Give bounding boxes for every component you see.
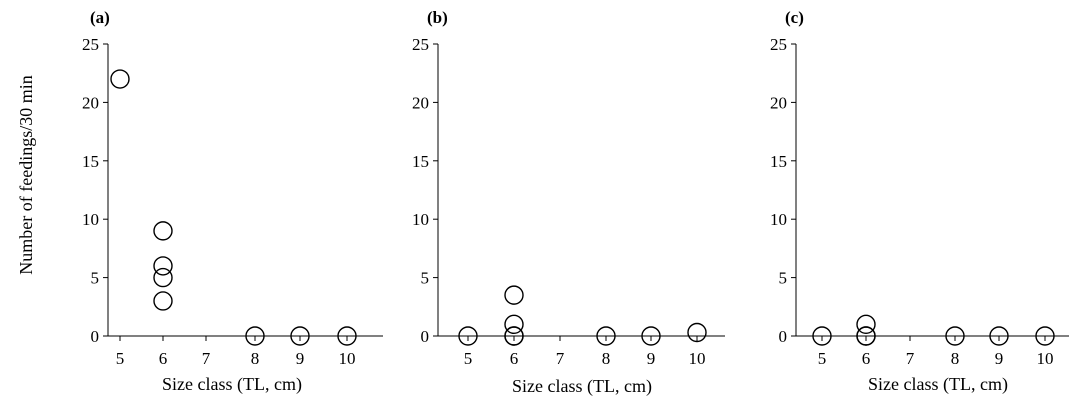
panel-a: (a) Number of feedings/30 min Size class… (16, 8, 383, 395)
panel-b-x-tick-label: 8 (602, 349, 611, 368)
panel-c-x-tick-label: 9 (995, 349, 1004, 368)
panel-b-plot: 0 5 10 15 20 25 5 6 7 8 9 10 (412, 35, 725, 368)
panel-b-data-point (504, 314, 524, 335)
panel-a-x-tick-label: 5 (116, 349, 125, 368)
panel-a-y-tick-label: 20 (82, 93, 99, 112)
panel-a-data-point (153, 221, 173, 241)
panel-c-data-point (856, 326, 876, 346)
panel-b-data-point (504, 326, 524, 346)
panel-c-x-tick-label: 7 (906, 349, 915, 368)
panel-c-y-tick-label: 0 (779, 327, 788, 346)
panel-c-x-tick-label: 8 (951, 349, 960, 368)
panel-b-label: (b) (427, 8, 448, 27)
panel-b-data-point (458, 326, 478, 346)
panel-a-data-point (110, 69, 130, 89)
panel-c-y-tick-label: 10 (770, 210, 787, 229)
panel-c-data-point (812, 326, 832, 346)
panel-b-y-tick-label: 5 (421, 269, 430, 288)
panel-c: (c) Size class (TL, cm) 0 5 10 15 20 25 5 6 7 8 9 1… (770, 8, 1069, 395)
panel-a-x-tick-label: 6 (159, 349, 168, 368)
panel-b-data-point (504, 285, 524, 305)
panel-b-data-point (641, 326, 661, 346)
panel-a-data-point (290, 326, 310, 346)
panel-b-x-tick-label: 9 (647, 349, 656, 368)
panel-a-data-point (153, 291, 173, 311)
panel-c-plot: 0 5 10 15 20 25 5 6 7 8 9 10 (770, 35, 1069, 368)
panel-a-x-tick-label: 8 (251, 349, 260, 368)
panel-c-x-tick-label: 10 (1037, 349, 1054, 368)
panel-b-y-tick-label: 10 (412, 210, 429, 229)
panel-c-label: (c) (785, 8, 804, 27)
panel-b-x-tick-label: 5 (464, 349, 473, 368)
panel-b-x-tick-label: 6 (510, 349, 519, 368)
panel-c-data-point (989, 326, 1009, 346)
panel-a-data-point (153, 267, 173, 288)
panel-c-y-tick-label: 25 (770, 35, 787, 54)
panel-b-y-tick-label: 25 (412, 35, 429, 54)
panel-c-x-tick-label: 6 (862, 349, 871, 368)
panel-b: (b) Size class (TL, cm) 0 5 10 15 20 25 5 6 7 8 9 1… (412, 8, 725, 397)
panel-a-data-point (153, 256, 173, 276)
panel-c-data-point (945, 326, 965, 346)
panel-a-y-tick-label: 15 (82, 152, 99, 171)
panel-a-x-tick-label: 7 (202, 349, 211, 368)
panel-c-data-point (1035, 326, 1055, 346)
panel-a-y-tick-label: 0 (91, 327, 100, 346)
panel-c-y-tick-label: 5 (779, 269, 788, 288)
panel-b-data-point (687, 322, 707, 343)
panel-a-y-tick-label: 25 (82, 35, 99, 54)
panel-b-y-tick-label: 15 (412, 152, 429, 171)
panel-a-label: (a) (90, 8, 110, 27)
panel-c-x-axis-label: Size class (TL, cm) (868, 374, 1008, 395)
panel-b-x-axis-label: Size class (TL, cm) (512, 376, 652, 397)
panel-b-data-point (596, 326, 616, 346)
panel-c-y-tick-label: 20 (770, 93, 787, 112)
panel-c-y-tick-label: 15 (770, 152, 787, 171)
panel-a-y-tick-label: 5 (91, 269, 100, 288)
panel-c-x-tick-label: 5 (818, 349, 827, 368)
panel-a-x-axis-label: Size class (TL, cm) (162, 374, 302, 395)
panel-c-data-point (856, 314, 876, 335)
panel-a-data-point (337, 326, 357, 346)
panel-a-data-point (245, 326, 265, 346)
panel-a-y-axis-label: Number of feedings/30 min (16, 75, 36, 274)
panel-a-x-tick-label: 9 (296, 349, 305, 368)
panel-b-x-tick-label: 10 (689, 349, 706, 368)
panel-b-x-tick-label: 7 (556, 349, 565, 368)
panel-b-y-tick-label: 0 (421, 327, 430, 346)
panel-a-y-tick-label: 10 (82, 210, 99, 229)
panel-a-x-tick-label: 10 (339, 349, 356, 368)
panel-b-y-tick-label: 20 (412, 93, 429, 112)
